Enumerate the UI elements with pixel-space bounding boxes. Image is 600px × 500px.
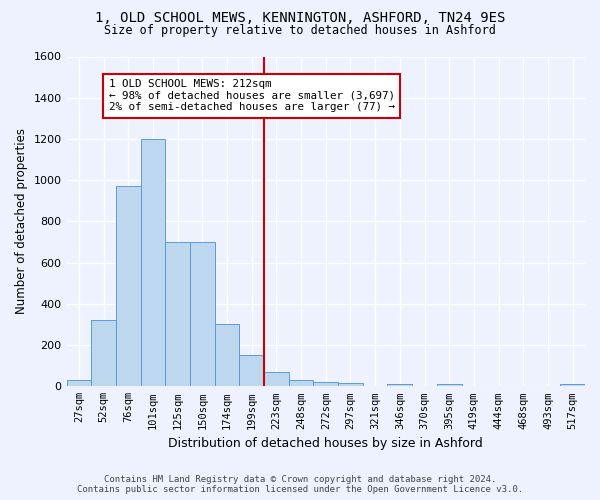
Bar — [264, 372, 289, 386]
Text: Size of property relative to detached houses in Ashford: Size of property relative to detached ho… — [104, 24, 496, 37]
Bar — [338, 383, 363, 386]
Text: 1 OLD SCHOOL MEWS: 212sqm
← 98% of detached houses are smaller (3,697)
2% of sem: 1 OLD SCHOOL MEWS: 212sqm ← 98% of detac… — [109, 79, 395, 112]
Bar — [91, 320, 116, 386]
Bar — [67, 380, 91, 386]
Bar — [239, 356, 264, 386]
X-axis label: Distribution of detached houses by size in Ashford: Distribution of detached houses by size … — [169, 437, 483, 450]
Bar — [289, 380, 313, 386]
Text: 1, OLD SCHOOL MEWS, KENNINGTON, ASHFORD, TN24 9ES: 1, OLD SCHOOL MEWS, KENNINGTON, ASHFORD,… — [95, 11, 505, 25]
Bar — [190, 242, 215, 386]
Bar — [140, 139, 165, 386]
Bar — [116, 186, 140, 386]
Bar — [165, 242, 190, 386]
Bar — [437, 384, 461, 386]
Bar — [215, 324, 239, 386]
Bar — [313, 382, 338, 386]
Text: Contains HM Land Registry data © Crown copyright and database right 2024.
Contai: Contains HM Land Registry data © Crown c… — [77, 474, 523, 494]
Bar — [560, 384, 585, 386]
Bar — [388, 384, 412, 386]
Y-axis label: Number of detached properties: Number of detached properties — [15, 128, 28, 314]
